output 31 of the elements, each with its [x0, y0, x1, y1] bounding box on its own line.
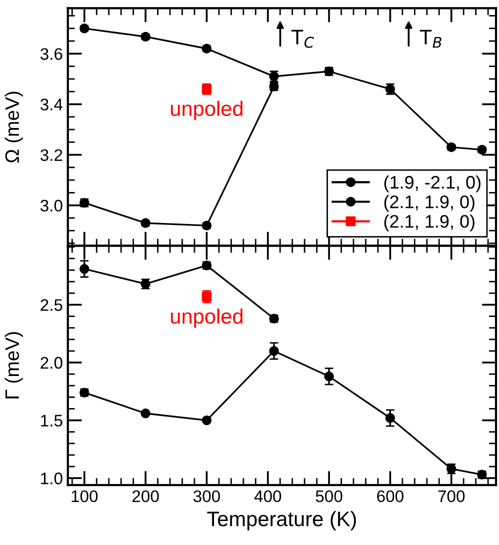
annotation: T$_{B}$ [420, 30, 442, 48]
annotation: unpoled [170, 308, 242, 328]
x-tick-label: 600 [377, 490, 404, 502]
legend-label: (1.9, -2.1, 0) [384, 175, 480, 192]
x-axis-title: Temperature (K) [207, 511, 356, 530]
x-tick-label: 200 [132, 490, 159, 502]
annotation: unpoled [170, 100, 242, 120]
y-axis-title: Ω (meV) [4, 92, 23, 163]
y-axis-title: Γ (meV) [4, 332, 23, 398]
legend-label: (2.1, 1.9, 0) [384, 194, 474, 212]
point [385, 413, 396, 423]
x-tick-label: 300 [193, 490, 220, 502]
y-tick-label: 2.0 [40, 356, 62, 369]
annotation: T$_{C}$ [291, 30, 314, 48]
y-tick-label: 3.4 [40, 98, 63, 110]
legend-label: (2.1, 1.9, 0) [384, 214, 474, 232]
point [324, 372, 334, 382]
point [140, 408, 150, 418]
x-tick-label: 700 [438, 490, 465, 502]
point [80, 264, 90, 274]
x-tick-label: 100 [72, 490, 98, 502]
y-tick-label: 3.0 [40, 200, 62, 212]
y-tick-label: 3.2 [40, 149, 62, 161]
x-tick-label: 400 [254, 490, 282, 502]
y-tick-label: 1.0 [41, 472, 62, 484]
y-tick-label: 1.5 [41, 414, 62, 427]
point [269, 346, 279, 356]
point [202, 415, 212, 426]
y-tick-label: 3.6 [40, 48, 62, 60]
x-tick-label: 500 [316, 490, 342, 502]
y-tick-label: 2.5 [40, 299, 62, 311]
